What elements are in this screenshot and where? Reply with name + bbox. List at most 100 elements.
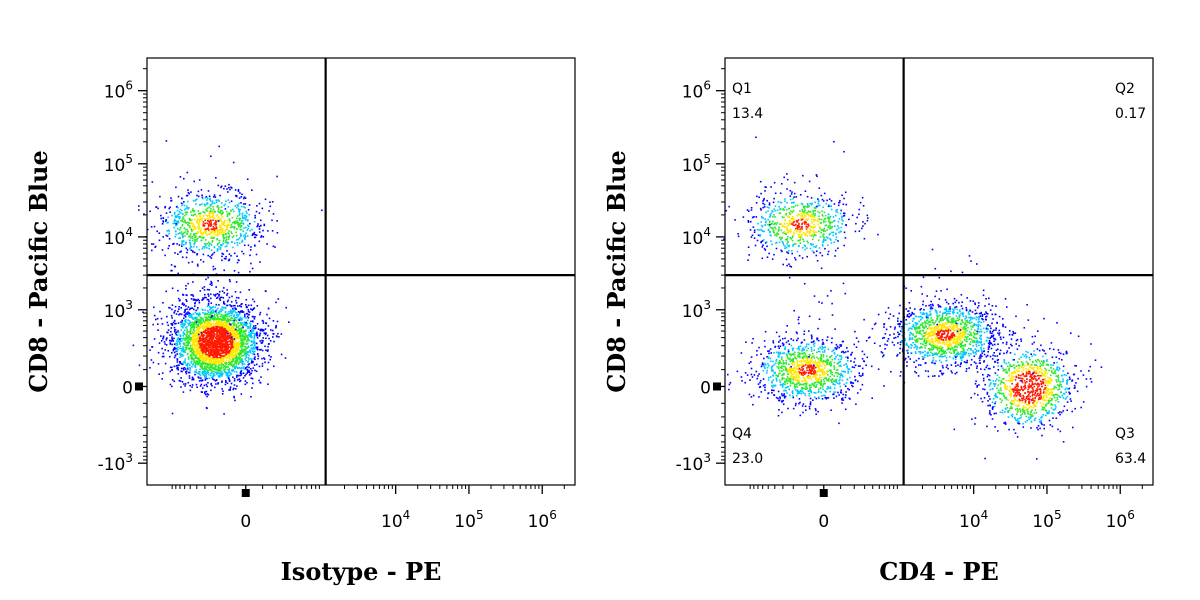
data-point [189, 389, 192, 392]
data-point [193, 180, 195, 183]
data-point [811, 352, 814, 355]
data-point [230, 363, 232, 366]
data-point [819, 359, 822, 362]
data-point [220, 220, 223, 222]
data-point [190, 298, 193, 300]
data-point [159, 195, 161, 198]
data-point [214, 234, 217, 236]
data-point [246, 339, 248, 342]
data-point [194, 240, 196, 242]
data-point [847, 387, 849, 390]
data-point [196, 320, 199, 323]
data-point [248, 354, 250, 357]
data-point [783, 373, 785, 376]
data-point [220, 372, 222, 375]
data-point [215, 177, 217, 179]
data-point [218, 333, 221, 335]
data-point [259, 311, 262, 314]
data-point [813, 342, 816, 345]
data-point [234, 334, 236, 337]
data-point [138, 205, 140, 207]
data-point [232, 246, 234, 249]
data-point [182, 323, 184, 326]
data-point [800, 359, 802, 362]
data-point [846, 379, 849, 381]
data-point [225, 200, 227, 203]
data-point [179, 347, 181, 350]
data-point [253, 231, 256, 234]
data-point [175, 224, 177, 227]
data-point [225, 349, 227, 352]
data-point [240, 348, 243, 350]
data-point [249, 327, 251, 329]
data-point [195, 316, 197, 319]
data-point [164, 205, 167, 208]
data-point [854, 379, 857, 381]
data-point [217, 361, 220, 363]
data-point [781, 358, 783, 360]
data-point [759, 379, 762, 382]
data-point [216, 332, 218, 334]
data-point [859, 388, 862, 391]
data-point [812, 361, 814, 364]
data-point [182, 331, 185, 333]
data-point [228, 379, 231, 382]
data-point [229, 352, 232, 354]
data-point [201, 197, 204, 200]
data-point [236, 239, 238, 241]
data-point [199, 364, 202, 366]
data-point [209, 319, 212, 321]
data-point [183, 204, 186, 207]
data-point [197, 218, 199, 220]
data-point [193, 233, 195, 235]
data-point [181, 224, 184, 226]
data-point [231, 343, 233, 346]
data-point [212, 309, 214, 311]
data-point [207, 347, 209, 349]
data-point [182, 232, 185, 235]
data-point [215, 303, 218, 306]
data-point [256, 331, 258, 334]
data-point [244, 315, 246, 317]
data-point [226, 341, 229, 343]
data-point [266, 350, 269, 352]
data-point [218, 328, 221, 331]
data-point [817, 350, 820, 353]
data-point [193, 330, 196, 332]
data-point [218, 319, 221, 322]
data-point [200, 323, 202, 325]
data-point [787, 340, 790, 342]
data-point [846, 365, 848, 367]
data-point [226, 368, 229, 371]
data-point [217, 375, 220, 378]
data-point [208, 325, 211, 328]
data-point [212, 368, 215, 370]
data-point [210, 310, 213, 312]
data-point [783, 397, 786, 399]
data-point [245, 305, 248, 308]
data-point [222, 350, 225, 353]
data-point [826, 362, 829, 364]
data-point [834, 379, 837, 381]
tick-label: 105 [104, 152, 133, 176]
data-point [215, 342, 218, 344]
data-point [183, 349, 185, 352]
data-point [208, 233, 211, 236]
data-point [179, 362, 181, 364]
data-point [201, 234, 203, 237]
data-point [202, 334, 204, 336]
data-point [247, 337, 249, 340]
data-point [231, 295, 233, 298]
data-point [254, 327, 256, 330]
data-point [238, 346, 240, 348]
data-point [745, 341, 747, 343]
data-point [228, 335, 231, 337]
data-point [204, 391, 206, 393]
data-point [206, 199, 208, 201]
data-point [191, 347, 194, 349]
data-point [184, 313, 187, 316]
data-point [241, 217, 244, 220]
data-point [220, 343, 223, 346]
data-point [161, 249, 164, 251]
data-point [240, 393, 243, 395]
